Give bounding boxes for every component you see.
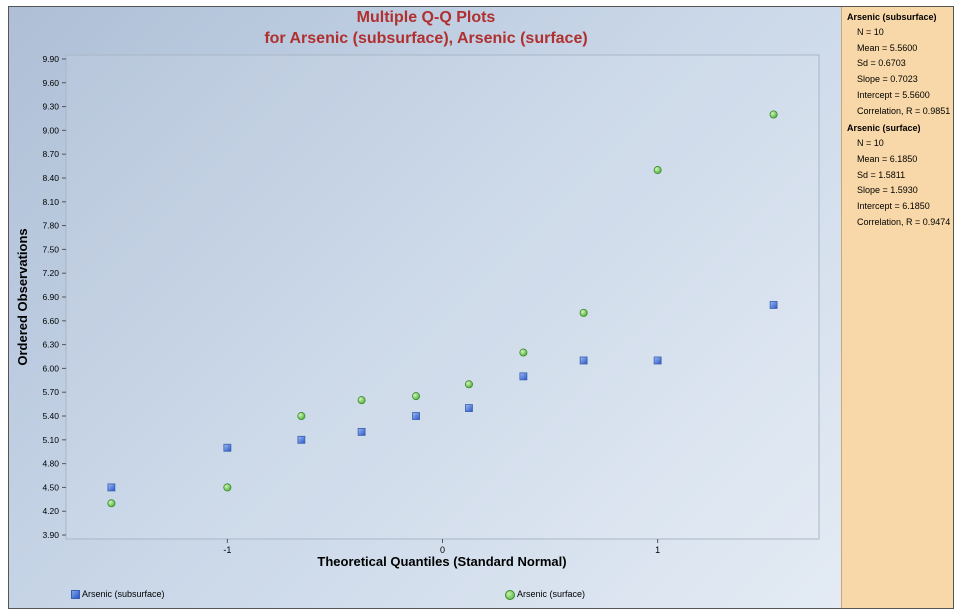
y-tick-label: 9.00 <box>42 125 59 135</box>
legend-item-surface: Arsenic (surface) <box>505 589 585 600</box>
x-tick-label: 1 <box>655 545 660 555</box>
x-axis-ticks: -1 0 1 <box>223 539 660 555</box>
x-tick-label: 0 <box>440 545 445 555</box>
surface-point <box>464 380 473 389</box>
qq-plot: 3.90 4.20 4.50 4.80 5.10 5.40 5.70 6.00 6.30 6.60… <box>15 54 820 569</box>
subsurface-point <box>297 435 306 444</box>
x-tick-label: -1 <box>223 545 231 555</box>
y-tick-label: 8.40 <box>42 173 59 183</box>
y-tick-label: 4.50 <box>42 482 59 492</box>
y-tick-label: 7.50 <box>42 244 59 254</box>
legend-item-subsurface: Arsenic (subsurface) <box>71 589 165 600</box>
subsurface-point <box>519 372 528 381</box>
y-tick-label: 4.80 <box>42 459 59 469</box>
stats-value: Correlation, R = 0.9474 <box>857 216 951 227</box>
y-tick-label: 9.30 <box>42 102 59 112</box>
stats-value: Slope = 0.7023 <box>857 74 918 85</box>
chart-title: Multiple Q-Q Plots <box>356 9 496 26</box>
stats-value: N = 10 <box>857 27 884 37</box>
stats-value: Sd = 1.5811 <box>857 169 906 180</box>
y-tick-label: 6.30 <box>42 340 59 350</box>
subsurface-point <box>465 404 473 412</box>
chart-legend: Arsenic (subsurface) Arsenic (surface) <box>9 583 843 607</box>
stats-group-header: Arsenic (surface) <box>847 123 921 134</box>
y-tick-label: 9.60 <box>42 78 59 88</box>
data-points <box>107 110 778 508</box>
stats-value: Mean = 5.5600 <box>857 42 918 53</box>
stats-value: Sd = 0.6703 <box>857 58 906 69</box>
subsurface-point <box>223 443 232 452</box>
circle-marker-icon <box>505 589 515 600</box>
y-tick-label: 7.80 <box>42 221 59 231</box>
stats-value: Correlation, R = 0.9851 <box>857 105 951 116</box>
legend-label: Arsenic (subsurface) <box>82 589 165 599</box>
surface-point <box>412 392 421 401</box>
x-axis-label: Theoretical Quantiles (Standard Normal) <box>317 554 566 569</box>
surface-point <box>107 499 116 508</box>
y-tick-label: 6.00 <box>42 363 59 373</box>
y-tick-label: 9.90 <box>42 54 59 64</box>
subsurface-point <box>412 412 420 420</box>
y-tick-label: 5.10 <box>42 435 59 445</box>
y-tick-label: 8.70 <box>42 149 59 159</box>
surface-point <box>579 308 588 317</box>
chart-window: Multiple Q-Q Plots for Arsenic (subsurfa… <box>8 6 954 609</box>
surface-point <box>223 483 232 492</box>
subsurface-point <box>107 483 116 492</box>
statistics-panel: Arsenic (subsurface) N = 10 Mean = 5.5600 S… <box>841 7 953 608</box>
surface-point <box>357 396 366 405</box>
y-tick-label: 5.40 <box>42 411 59 421</box>
y-tick-label: 4.20 <box>42 506 59 516</box>
stats-value: Mean = 6.1850 <box>857 153 918 164</box>
surface-point <box>653 166 662 175</box>
y-tick-label: 3.90 <box>42 530 59 540</box>
subsurface-point <box>579 356 588 365</box>
chart-subtitle: for Arsenic (subsurface), Arsenic (surfa… <box>264 30 588 47</box>
stats-value: Slope = 1.5930 <box>857 185 918 196</box>
legend-label: Arsenic (surface) <box>517 589 586 599</box>
y-tick-label: 6.90 <box>42 292 59 302</box>
surface-point <box>297 412 306 421</box>
square-marker-icon <box>71 590 80 600</box>
y-tick-label: 7.20 <box>42 268 59 278</box>
y-tick-label: 8.10 <box>42 197 59 207</box>
plot-area <box>65 54 820 540</box>
y-tick-label: 5.70 <box>42 387 59 397</box>
stats-value: Intercept = 5.5600 <box>857 89 930 100</box>
surface-point <box>769 110 778 119</box>
subsurface-point <box>357 427 366 436</box>
stats-value: Intercept = 6.1850 <box>857 201 930 212</box>
subsurface-point <box>653 356 662 365</box>
surface-point <box>519 348 528 357</box>
subsurface-point <box>769 301 778 309</box>
y-axis-ticks: 3.90 4.20 4.50 4.80 5.10 5.40 5.70 6.00 6.30 6.60… <box>42 54 66 540</box>
stats-group-header: Arsenic (subsurface) <box>847 12 937 22</box>
y-axis-label: Ordered Observations <box>15 228 30 365</box>
stats-value: N = 10 <box>857 138 884 149</box>
y-tick-label: 6.60 <box>42 316 59 326</box>
